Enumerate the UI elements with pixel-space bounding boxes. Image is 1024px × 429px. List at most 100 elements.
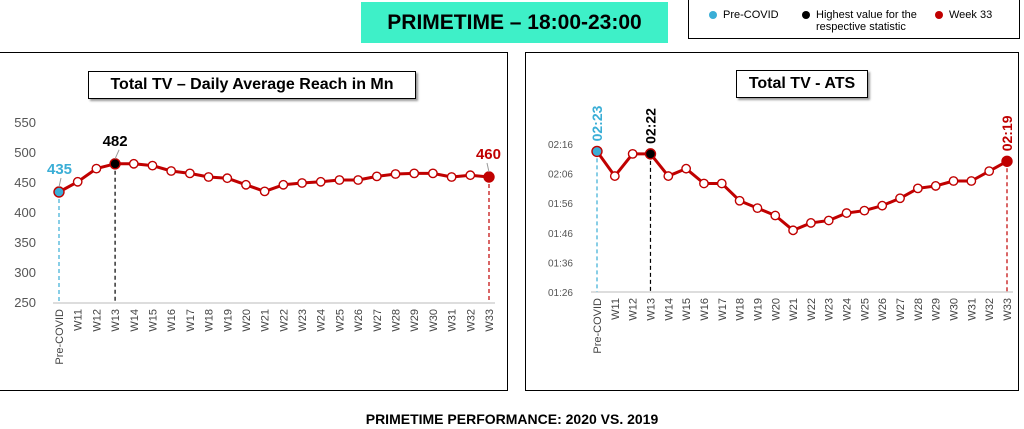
x-tick-label: W13 xyxy=(645,298,657,321)
x-tick-label: W20 xyxy=(241,309,253,332)
x-tick-label: W30 xyxy=(949,298,961,321)
x-tick-label: W13 xyxy=(110,309,122,332)
x-tick-label: W31 xyxy=(966,298,978,321)
x-tick-label: W24 xyxy=(842,298,854,321)
data-point xyxy=(315,176,326,187)
data-point xyxy=(912,183,923,194)
data-point xyxy=(483,171,495,183)
x-tick-label: W12 xyxy=(628,298,640,321)
series-line xyxy=(58,162,490,194)
x-tick-label: W19 xyxy=(222,309,234,332)
x-tick-label: W16 xyxy=(699,298,711,321)
x-tick-label: W23 xyxy=(297,309,309,332)
data-point xyxy=(966,176,977,186)
data-point xyxy=(109,158,121,170)
x-tick-label: W31 xyxy=(447,309,459,332)
x-tick-label: W21 xyxy=(788,298,800,321)
data-point xyxy=(203,172,214,182)
data-point xyxy=(166,166,177,176)
data-point xyxy=(770,210,781,221)
data-point xyxy=(222,173,233,184)
ats-chart-svg: 02:16 02:06 01:56 01:46 01:36 01:26 Pre-COVID W… xyxy=(548,105,1015,354)
series-line xyxy=(595,150,1008,232)
x-tick-label: W30 xyxy=(428,309,440,332)
x-tick-label: W20 xyxy=(770,298,782,321)
data-point xyxy=(259,186,270,197)
data-point xyxy=(663,171,674,181)
annotation-label: 460 xyxy=(476,146,501,163)
x-tick-label: W32 xyxy=(465,309,477,332)
x-tick-label: W33 xyxy=(1002,298,1014,321)
data-point xyxy=(72,176,83,187)
x-tick-label: Pre-COVID xyxy=(54,309,66,365)
data-point xyxy=(409,168,420,179)
reach-chart-svg: 550 500 450 400 350 300 250 Pre-COVID W11 W12 W13 W… xyxy=(14,115,501,365)
data-point xyxy=(591,145,603,158)
ats-chart-panel: Total TV - ATS 02:16 02:06 01:56 01:46 01:36… xyxy=(525,52,1019,391)
data-point xyxy=(371,171,382,182)
data-point xyxy=(823,215,834,226)
data-point xyxy=(297,178,307,188)
y-tick-label: 02:06 xyxy=(548,170,573,181)
x-tick-label: W14 xyxy=(129,309,141,332)
x-tick-label: W18 xyxy=(204,309,216,332)
annotation-leader xyxy=(114,149,120,160)
legend-label: Pre-COVID xyxy=(723,9,779,21)
x-tick-label: W19 xyxy=(752,298,764,321)
legend-label: Highest value for the respective statist… xyxy=(816,9,917,33)
y-tick-label: 02:16 xyxy=(548,140,573,151)
data-point xyxy=(278,179,289,190)
x-tick-label: W24 xyxy=(316,309,328,332)
data-point xyxy=(734,195,745,206)
chart-legend: Pre-COVID Highest value for the respecti… xyxy=(688,0,1020,39)
data-point xyxy=(334,175,345,185)
annotation-label: 02:19 xyxy=(999,115,1015,151)
x-tick-label: W17 xyxy=(717,298,729,321)
legend-item-highest: Highest value for the respective statist… xyxy=(802,9,927,33)
legend-item-week33: Week 33 xyxy=(935,9,992,21)
x-tick-label: W25 xyxy=(334,309,346,332)
x-tick-label: W28 xyxy=(391,309,403,332)
x-tick-label: W16 xyxy=(166,309,178,332)
x-tick-label: W26 xyxy=(353,309,365,332)
y-tick-label: 01:36 xyxy=(548,258,573,269)
x-tick-label: W22 xyxy=(806,298,818,321)
data-point xyxy=(716,178,727,189)
legend-precovid-dot-icon xyxy=(709,11,717,19)
data-point xyxy=(241,179,251,190)
data-point xyxy=(1001,155,1013,167)
x-tick-label: W21 xyxy=(260,309,272,332)
primetime-banner: PRIMETIME – 18:00-23:00 xyxy=(361,2,668,43)
data-point xyxy=(681,163,692,174)
data-point xyxy=(353,175,364,185)
banner-text: PRIMETIME – 18:00-23:00 xyxy=(387,10,642,34)
y-tick-label: 01:46 xyxy=(548,229,573,240)
x-tick-label: W14 xyxy=(663,298,675,321)
data-point xyxy=(841,208,852,218)
legend-label: Week 33 xyxy=(949,9,993,21)
x-tick-label: W17 xyxy=(185,309,197,332)
y-tick-label: 01:56 xyxy=(548,199,573,210)
data-point xyxy=(53,186,65,198)
legend-highest-dot-icon xyxy=(802,11,810,19)
x-tick-label: W28 xyxy=(913,298,925,321)
x-tick-label: W27 xyxy=(372,309,384,332)
y-tick-label: 350 xyxy=(14,235,36,250)
data-point xyxy=(609,171,620,181)
annotation-leader xyxy=(486,162,490,173)
data-point xyxy=(806,218,816,228)
data-point xyxy=(91,163,102,174)
footer-text: PRIMETIME PERFORMANCE: 2020 VS. 2019 xyxy=(365,411,659,427)
data-point xyxy=(948,176,959,186)
data-point xyxy=(752,203,763,214)
y-tick-label: 250 xyxy=(14,295,36,310)
data-point xyxy=(428,168,438,179)
x-tick-label: Pre-COVID xyxy=(592,298,604,354)
annotation-label: 482 xyxy=(103,133,128,150)
x-tick-label: W11 xyxy=(610,298,622,320)
y-tick-label: 01:26 xyxy=(548,288,573,299)
ats-chart-title-text: Total TV - ATS xyxy=(748,75,856,92)
data-point xyxy=(184,168,195,179)
legend-week33-dot-icon xyxy=(935,11,943,19)
x-tick-label: W32 xyxy=(984,298,996,321)
